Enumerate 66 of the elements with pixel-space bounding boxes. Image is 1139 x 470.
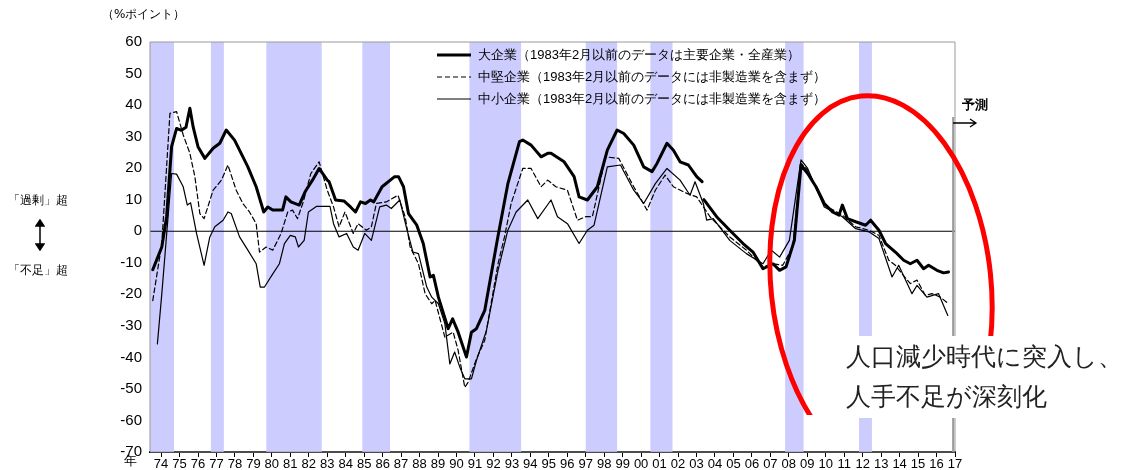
- y-tick-label: -50: [120, 379, 142, 397]
- legend-label: 大企業（1983年2月以前のデータは主要企業・全産業）: [478, 46, 801, 64]
- x-tick-label: 03: [689, 456, 704, 470]
- y-tick-label: -40: [120, 347, 142, 365]
- annotation: 人口減少時代に突入し、: [842, 336, 1127, 378]
- annotation: 人手不足が深刻化: [842, 376, 1051, 418]
- x-tick-label: 78: [227, 456, 243, 470]
- y-axis-title: （%ポイント）: [102, 6, 186, 23]
- x-tick-label: 87: [393, 456, 409, 470]
- text: 「過剰」超: [8, 192, 68, 209]
- x-tick-label: 05: [726, 456, 741, 470]
- x-tick-label: 02: [670, 456, 686, 470]
- x-tick-label: 92: [486, 456, 501, 470]
- x-tick-label: 83: [320, 456, 335, 470]
- x-tick-label: 96: [560, 456, 575, 470]
- x-tick-label: 06: [744, 456, 760, 470]
- y-tick-label: 60: [125, 32, 142, 50]
- x-tick-label: 75: [172, 456, 187, 470]
- y-tick-label: 30: [125, 126, 142, 144]
- x-tick-label: 77: [209, 456, 224, 470]
- y-tick-label: -60: [120, 410, 142, 428]
- x-tick-label: 91: [467, 456, 483, 470]
- x-tick-label: 12: [855, 456, 870, 470]
- x-tick-label: 17: [947, 456, 963, 470]
- y-tick-label: 40: [125, 95, 142, 113]
- x-tick-label: 84: [338, 456, 353, 470]
- y-tick-label: 10: [125, 189, 142, 207]
- x-tick-label: 74: [153, 456, 169, 470]
- x-tick-label: 89: [430, 456, 446, 470]
- x-tick-label: 00: [633, 456, 649, 470]
- x-tick-label: 14: [892, 456, 907, 470]
- x-tick-label: 10: [818, 456, 833, 470]
- y-tick-label: -10: [120, 252, 142, 270]
- x-tick-label: 81: [283, 456, 298, 470]
- x-tick-label: 15: [910, 456, 926, 470]
- y-tick-label: -20: [120, 284, 142, 302]
- x-tick-label: 11: [837, 456, 851, 470]
- legend-label: 中堅企業（1983年2月以前のデータには非製造業を含まず）: [478, 68, 827, 86]
- x-tick-label: 90: [449, 456, 464, 470]
- x-tick-label: 93: [504, 456, 520, 470]
- x-tick-label: 08: [781, 456, 797, 470]
- y-tick-label: 0: [133, 221, 142, 239]
- x-tick-label: 09: [800, 456, 815, 470]
- y-tick-label: 20: [125, 158, 142, 176]
- x-tick-label: 82: [301, 456, 317, 470]
- x-tick-label: 98: [596, 456, 612, 470]
- x-tick-label: 85: [356, 456, 372, 470]
- ref-line-label: 予測: [961, 97, 989, 112]
- x-tick-label: 79: [246, 456, 261, 470]
- legend-label: 中小企業（1983年2月以前のデータには非製造業を含まず）: [478, 90, 827, 108]
- x-tick-label: 99: [615, 456, 630, 470]
- x-tick-label: 80: [264, 456, 280, 470]
- x-tick-label: 76: [190, 456, 206, 470]
- x-tick-label: 97: [578, 456, 593, 470]
- x-tick-label: 04: [707, 456, 723, 470]
- x-tick-label: 86: [375, 456, 390, 470]
- x-tick-label: 16: [929, 456, 944, 470]
- x-tick-label: 13: [873, 456, 889, 470]
- text: 「不足」超: [8, 262, 68, 279]
- x-tick-label: 88: [412, 456, 427, 470]
- y-tick-label: 50: [125, 63, 142, 81]
- x-tick-label: 01: [652, 456, 667, 470]
- x-tick-label: 95: [541, 456, 557, 470]
- x-tick-label: 94: [523, 456, 538, 470]
- x-tick-label: 07: [763, 456, 778, 470]
- y-tick-label: -30: [120, 315, 142, 333]
